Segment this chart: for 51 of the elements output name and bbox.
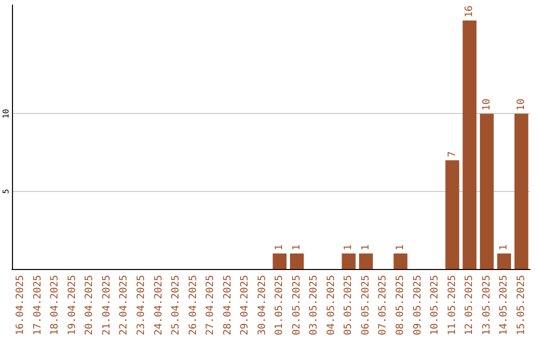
data-label: 10 (516, 98, 527, 111)
data-label: 1 (498, 244, 510, 250)
x-tick-label: 19.04.2025 (66, 275, 78, 336)
bar (359, 253, 373, 269)
bar (290, 253, 304, 269)
x-tick-label: 12.05.2025 (464, 275, 476, 336)
data-label: 16 (464, 5, 476, 18)
x-tick-label: 05.05.2025 (343, 275, 354, 336)
x-tick-label: 11.05.2025 (446, 275, 458, 336)
x-tick-label: 16.04.2025 (15, 275, 26, 336)
data-label: 1 (274, 244, 286, 250)
bar (497, 253, 512, 269)
x-tick-label: 22.04.2025 (118, 275, 130, 336)
x-tick-label: 13.05.2025 (481, 275, 492, 336)
x-tick-label: 25.04.2025 (170, 275, 182, 336)
x-tick-label: 17.04.2025 (32, 275, 44, 336)
x-tick-label: 23.04.2025 (136, 275, 147, 336)
bar (462, 20, 476, 269)
data-label: 1 (395, 244, 406, 250)
x-tick-label: 15.05.2025 (516, 275, 527, 336)
bar (394, 253, 408, 269)
bar (480, 114, 494, 269)
x-tick-label: 04.05.2025 (326, 275, 337, 336)
data-label: 1 (343, 244, 354, 250)
x-tick-label: 18.04.2025 (50, 275, 61, 336)
x-tick-label: 08.05.2025 (395, 275, 406, 336)
bar (445, 160, 460, 269)
data-label: 1 (291, 244, 302, 250)
x-tick-label: 24.04.2025 (153, 275, 164, 336)
x-tick-label: 20.04.2025 (84, 275, 96, 336)
data-label: 10 (481, 98, 492, 111)
x-tick-label: 28.04.2025 (222, 275, 234, 336)
x-tick-label: 07.05.2025 (378, 275, 389, 336)
x-tick-label: 30.04.2025 (256, 275, 268, 336)
x-tick-label: 03.05.2025 (308, 275, 320, 336)
bar (342, 253, 356, 269)
x-tick-label: 14.05.2025 (498, 275, 510, 336)
x-tick-label: 01.05.2025 (274, 275, 286, 336)
bar (514, 114, 528, 269)
x-tick-label: 09.05.2025 (412, 275, 424, 336)
bar (272, 253, 287, 269)
x-tick-label: 10.05.2025 (430, 275, 441, 336)
data-label: 7 (446, 151, 458, 158)
y-tick-label: 5 (2, 188, 10, 194)
x-tick-label: 21.04.2025 (101, 275, 112, 336)
x-tick-label: 06.05.2025 (360, 275, 372, 336)
x-tick-label: 29.04.2025 (240, 275, 251, 336)
data-label: 1 (360, 244, 372, 250)
x-tick-label: 02.05.2025 (291, 275, 302, 336)
x-tick-label: 27.04.2025 (205, 275, 216, 336)
x-tick-label: 26.04.2025 (188, 275, 199, 336)
